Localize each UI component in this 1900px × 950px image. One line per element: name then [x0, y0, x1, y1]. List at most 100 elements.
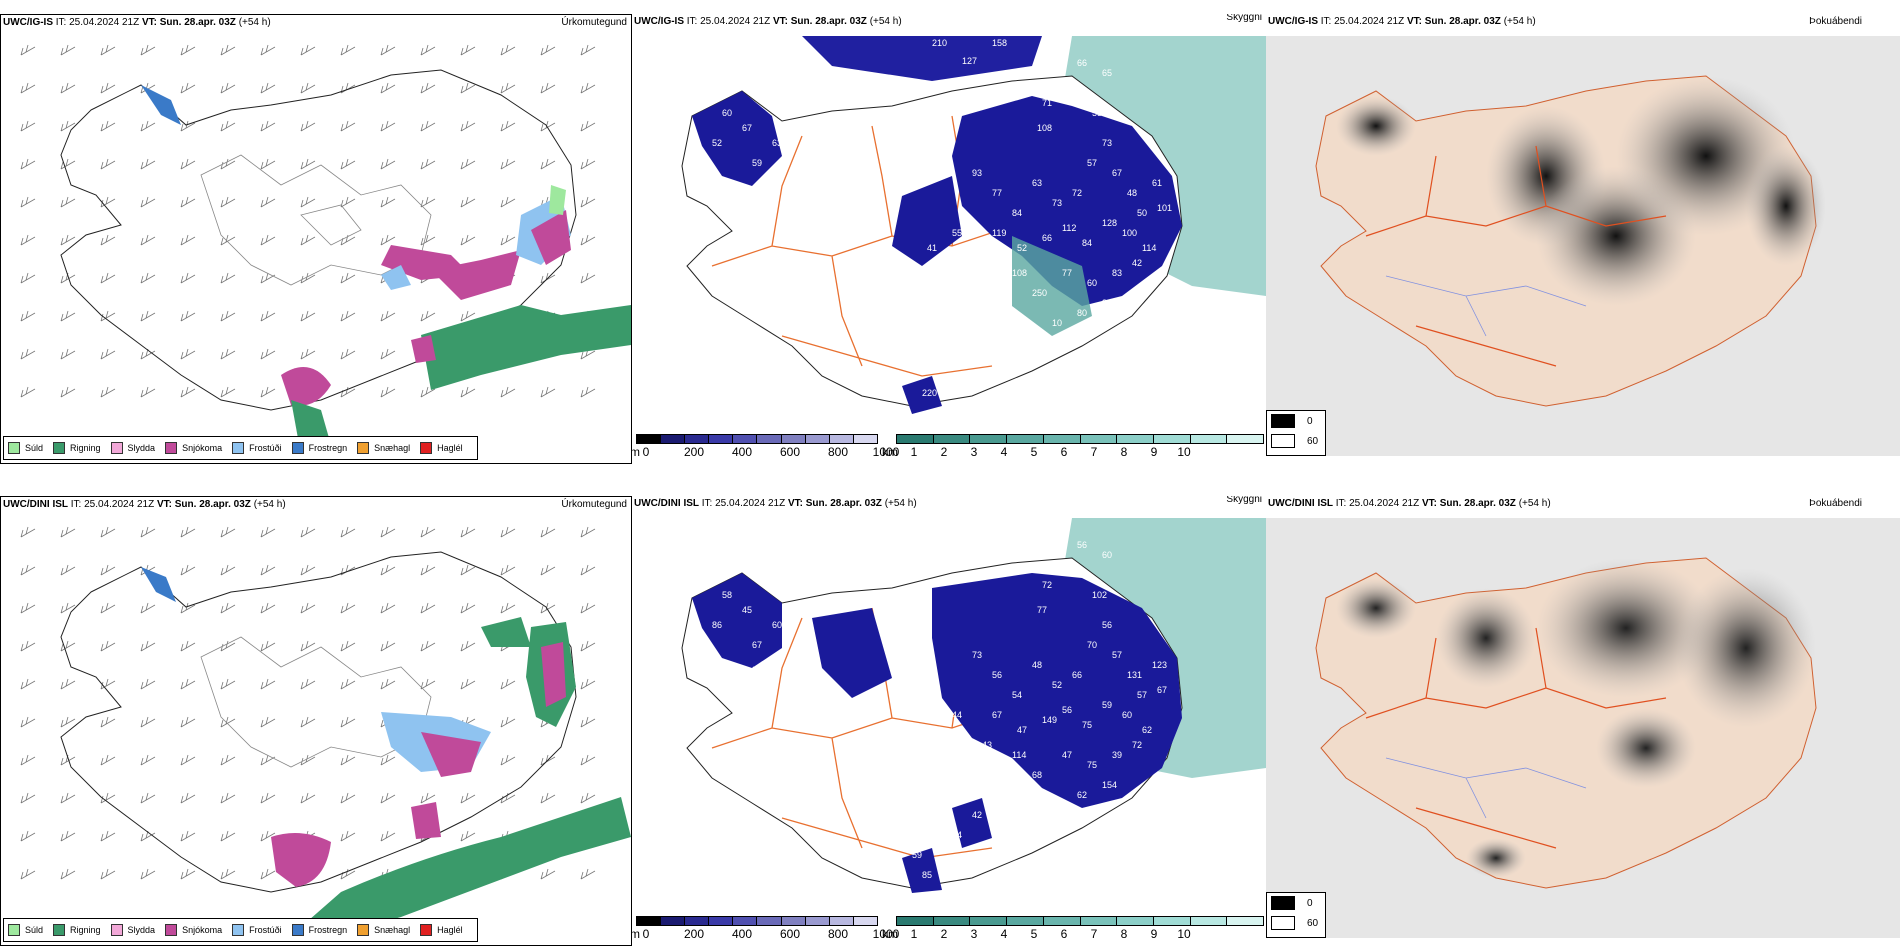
wind-barb	[140, 234, 156, 246]
wind-barb	[300, 310, 316, 322]
legend-item-rigning: Rigning	[53, 924, 101, 936]
wind-barb	[540, 564, 556, 576]
legend-label: Slydda	[127, 443, 156, 453]
wind-barb	[100, 386, 116, 398]
visibility-panel-top: UWC/IG-IS IT: 25.04.2024 21Z VT: Sun. 28…	[632, 14, 1266, 464]
visibility-value: 108	[1037, 123, 1052, 133]
wind-barb	[260, 196, 276, 208]
wind-barb	[540, 386, 556, 398]
km-colorbar-cell	[1080, 435, 1118, 443]
wind-barb	[220, 830, 236, 842]
visibility-value: 72	[1132, 740, 1142, 750]
wind-barb	[340, 868, 356, 880]
visibility-value: 368	[932, 520, 947, 530]
km-tick-label: 5	[1030, 445, 1038, 459]
visibility-value: 74	[992, 790, 1002, 800]
visibility-value: 127	[962, 56, 977, 66]
wind-barb	[460, 158, 476, 170]
legend-item-slydda: Slydda	[110, 924, 156, 936]
wind-barb	[580, 234, 596, 246]
visibility-value: 108	[1012, 268, 1027, 278]
wind-barb	[20, 120, 36, 132]
m-tick-label: 600	[779, 927, 801, 941]
iceland-coastline	[60, 551, 577, 893]
m-tick-label: 0	[642, 445, 650, 459]
wind-barb	[100, 830, 116, 842]
wind-barb	[340, 158, 356, 170]
visibility-value: 65	[1102, 68, 1112, 78]
wind-barb	[100, 120, 116, 132]
wind-barb	[20, 792, 36, 804]
m-colorbar	[636, 916, 878, 926]
visibility-value: 75	[1087, 760, 1097, 770]
wind-barb	[140, 868, 156, 880]
panel-header: UWC/DINI ISL IT: 25.04.2024 21Z VT: Sun.…	[634, 498, 917, 509]
wind-barb	[420, 564, 436, 576]
visibility-value: 101	[1157, 203, 1172, 213]
legend-item-súld: Súld	[8, 442, 43, 454]
wind-barb	[180, 678, 196, 690]
visibility-value: 119	[992, 228, 1006, 238]
visibility-value: 123	[1152, 660, 1167, 670]
wind-barb	[420, 234, 436, 246]
visibility-value: 84	[1102, 298, 1112, 308]
wind-barb	[420, 196, 436, 208]
wind-barb	[140, 272, 156, 284]
legend-swatch	[165, 924, 178, 936]
legend-item-frostúði: Frostúði	[232, 924, 282, 936]
legend-label: Slydda	[127, 925, 156, 935]
wind-barbs	[20, 526, 596, 880]
wind-barb	[500, 792, 516, 804]
visibility-value: 61	[1152, 178, 1162, 188]
legend-item-snæhagl: Snæhagl	[357, 924, 410, 936]
wind-barb	[20, 868, 36, 880]
m-colorbar-cell	[685, 435, 710, 443]
wind-barb	[60, 716, 76, 728]
km-colorbar-cell	[970, 435, 1008, 443]
visibility-value: 85	[922, 870, 932, 880]
wind-barb	[460, 526, 476, 538]
km-colorbar-cell	[1190, 917, 1228, 925]
visibility-value: 59	[1102, 700, 1112, 710]
fog-swatch-1	[1271, 434, 1295, 448]
wind-barb	[100, 82, 116, 94]
wind-barb	[60, 564, 76, 576]
km-colorbar-cell	[1117, 917, 1154, 925]
wind-barb	[460, 234, 476, 246]
wind-barb	[140, 310, 156, 322]
wind-barb	[20, 158, 36, 170]
wind-barb	[500, 386, 516, 398]
wind-barb	[420, 386, 436, 398]
legend-swatch	[110, 442, 123, 454]
km-colorbar-cell	[1007, 917, 1044, 925]
wind-barb	[220, 602, 236, 614]
legend-label: Frostúði	[249, 925, 282, 935]
fog-map	[1266, 518, 1900, 938]
panel-title: Skyggni	[1226, 14, 1262, 23]
wind-barb	[100, 716, 116, 728]
m-colorbar-cell	[685, 917, 710, 925]
wind-barb	[220, 120, 236, 132]
wind-barb	[180, 272, 196, 284]
wind-barb	[220, 386, 236, 398]
panel-title: Þokuábendi	[1809, 498, 1862, 509]
wind-barb	[580, 526, 596, 538]
visibility-value: 60	[772, 620, 782, 630]
wind-barb	[460, 830, 476, 842]
wind-barb	[140, 120, 156, 132]
visibility-value: 72	[1042, 530, 1052, 540]
m-colorbar-cell	[757, 435, 782, 443]
panel-header: UWC/IG-IS IT: 25.04.2024 21Z VT: Sun. 28…	[634, 16, 902, 27]
wind-barb	[100, 196, 116, 208]
precip-map	[20, 44, 631, 455]
visibility-value: 56	[1102, 620, 1112, 630]
wind-barb	[220, 234, 236, 246]
wind-barb	[60, 602, 76, 614]
visibility-value: 66	[1042, 233, 1052, 243]
visibility-value: 94	[1042, 48, 1052, 58]
legend-label: Snjókoma	[182, 443, 223, 453]
legend-swatch	[232, 924, 245, 936]
visibility-value: 231	[932, 810, 947, 820]
wind-barb	[20, 716, 36, 728]
legend-item-frostregn: Frostregn	[291, 924, 347, 936]
